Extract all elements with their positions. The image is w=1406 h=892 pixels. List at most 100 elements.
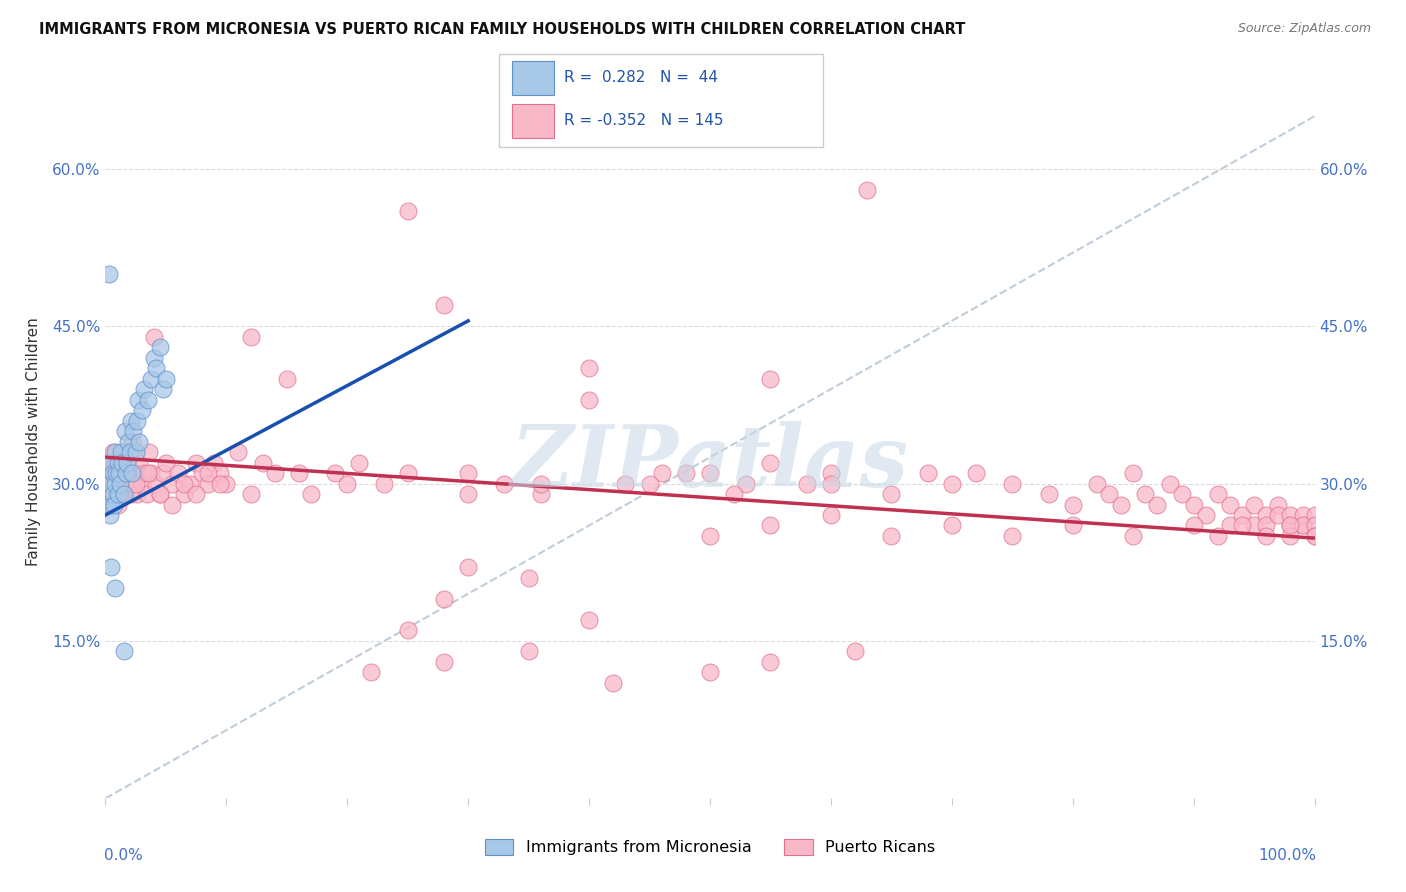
Point [118,466,141,480]
Point [179,476,201,491]
Point [1170,487,1192,501]
Text: 0.0%: 0.0% [104,848,143,863]
Point [122,424,145,438]
Point [107,498,129,512]
Point [675,466,697,480]
Point [124,476,148,491]
Point [1062,518,1084,533]
Point [112,445,135,459]
Point [373,476,395,491]
Point [917,466,939,480]
Point [941,476,963,491]
Point [276,371,298,385]
Point [433,655,456,669]
Point [723,487,745,501]
Point [98,267,121,281]
Point [215,476,238,491]
Point [1122,529,1144,543]
Point [1256,508,1278,522]
Point [239,329,262,343]
Point [120,413,142,427]
Point [1098,487,1121,501]
Point [1206,487,1229,501]
Point [160,476,183,491]
Point [1206,529,1229,543]
Point [820,466,842,480]
Point [149,487,172,501]
Point [124,466,148,480]
Point [1038,487,1060,501]
Point [820,508,842,522]
Point [103,498,125,512]
Point [104,582,127,596]
Point [98,476,121,491]
Point [125,487,148,501]
Point [98,466,121,480]
Point [127,392,149,407]
Point [138,445,160,459]
Point [128,456,150,470]
Point [152,466,174,480]
Point [100,456,122,470]
Point [107,456,129,470]
Point [578,392,600,407]
Point [578,613,600,627]
Point [880,487,903,501]
Point [1159,476,1181,491]
Point [1085,476,1108,491]
Point [107,456,129,470]
Point [1219,498,1241,512]
Point [121,434,143,449]
Point [1303,529,1326,543]
Point [134,382,156,396]
Point [759,371,782,385]
Point [112,644,135,658]
Point [149,487,172,501]
Bar [512,61,554,95]
Point [517,644,540,658]
Point [1256,529,1278,543]
Point [110,487,132,501]
Point [135,487,157,501]
Point [167,466,190,480]
Point [457,487,479,501]
Point [856,183,879,197]
Point [100,560,122,574]
Point [941,518,963,533]
Point [396,624,419,638]
Point [98,508,121,522]
Point [100,476,122,491]
Point [614,476,637,491]
Point [186,487,208,501]
Point [299,487,322,501]
Point [149,340,172,354]
Y-axis label: Family Households with Children: Family Households with Children [25,318,41,566]
Point [202,456,225,470]
Point [1279,518,1302,533]
Point [360,665,382,680]
Point [141,371,163,385]
Point [1001,476,1024,491]
Point [844,644,866,658]
Point [104,456,127,470]
Point [457,560,479,574]
Point [880,529,903,543]
Point [699,466,721,480]
Point [323,466,346,480]
Point [494,476,516,491]
Point [433,298,456,312]
Point [1303,518,1326,533]
Point [759,456,782,470]
Point [98,487,121,501]
Point [530,487,553,501]
Point [191,466,214,480]
Point [517,571,540,585]
Point [120,487,142,501]
Point [1219,518,1241,533]
Point [145,361,167,376]
Point [965,466,987,480]
Legend: Immigrants from Micronesia, Puerto Ricans: Immigrants from Micronesia, Puerto Rican… [478,832,942,862]
Point [101,445,124,459]
Point [128,434,150,449]
Point [1182,498,1205,512]
